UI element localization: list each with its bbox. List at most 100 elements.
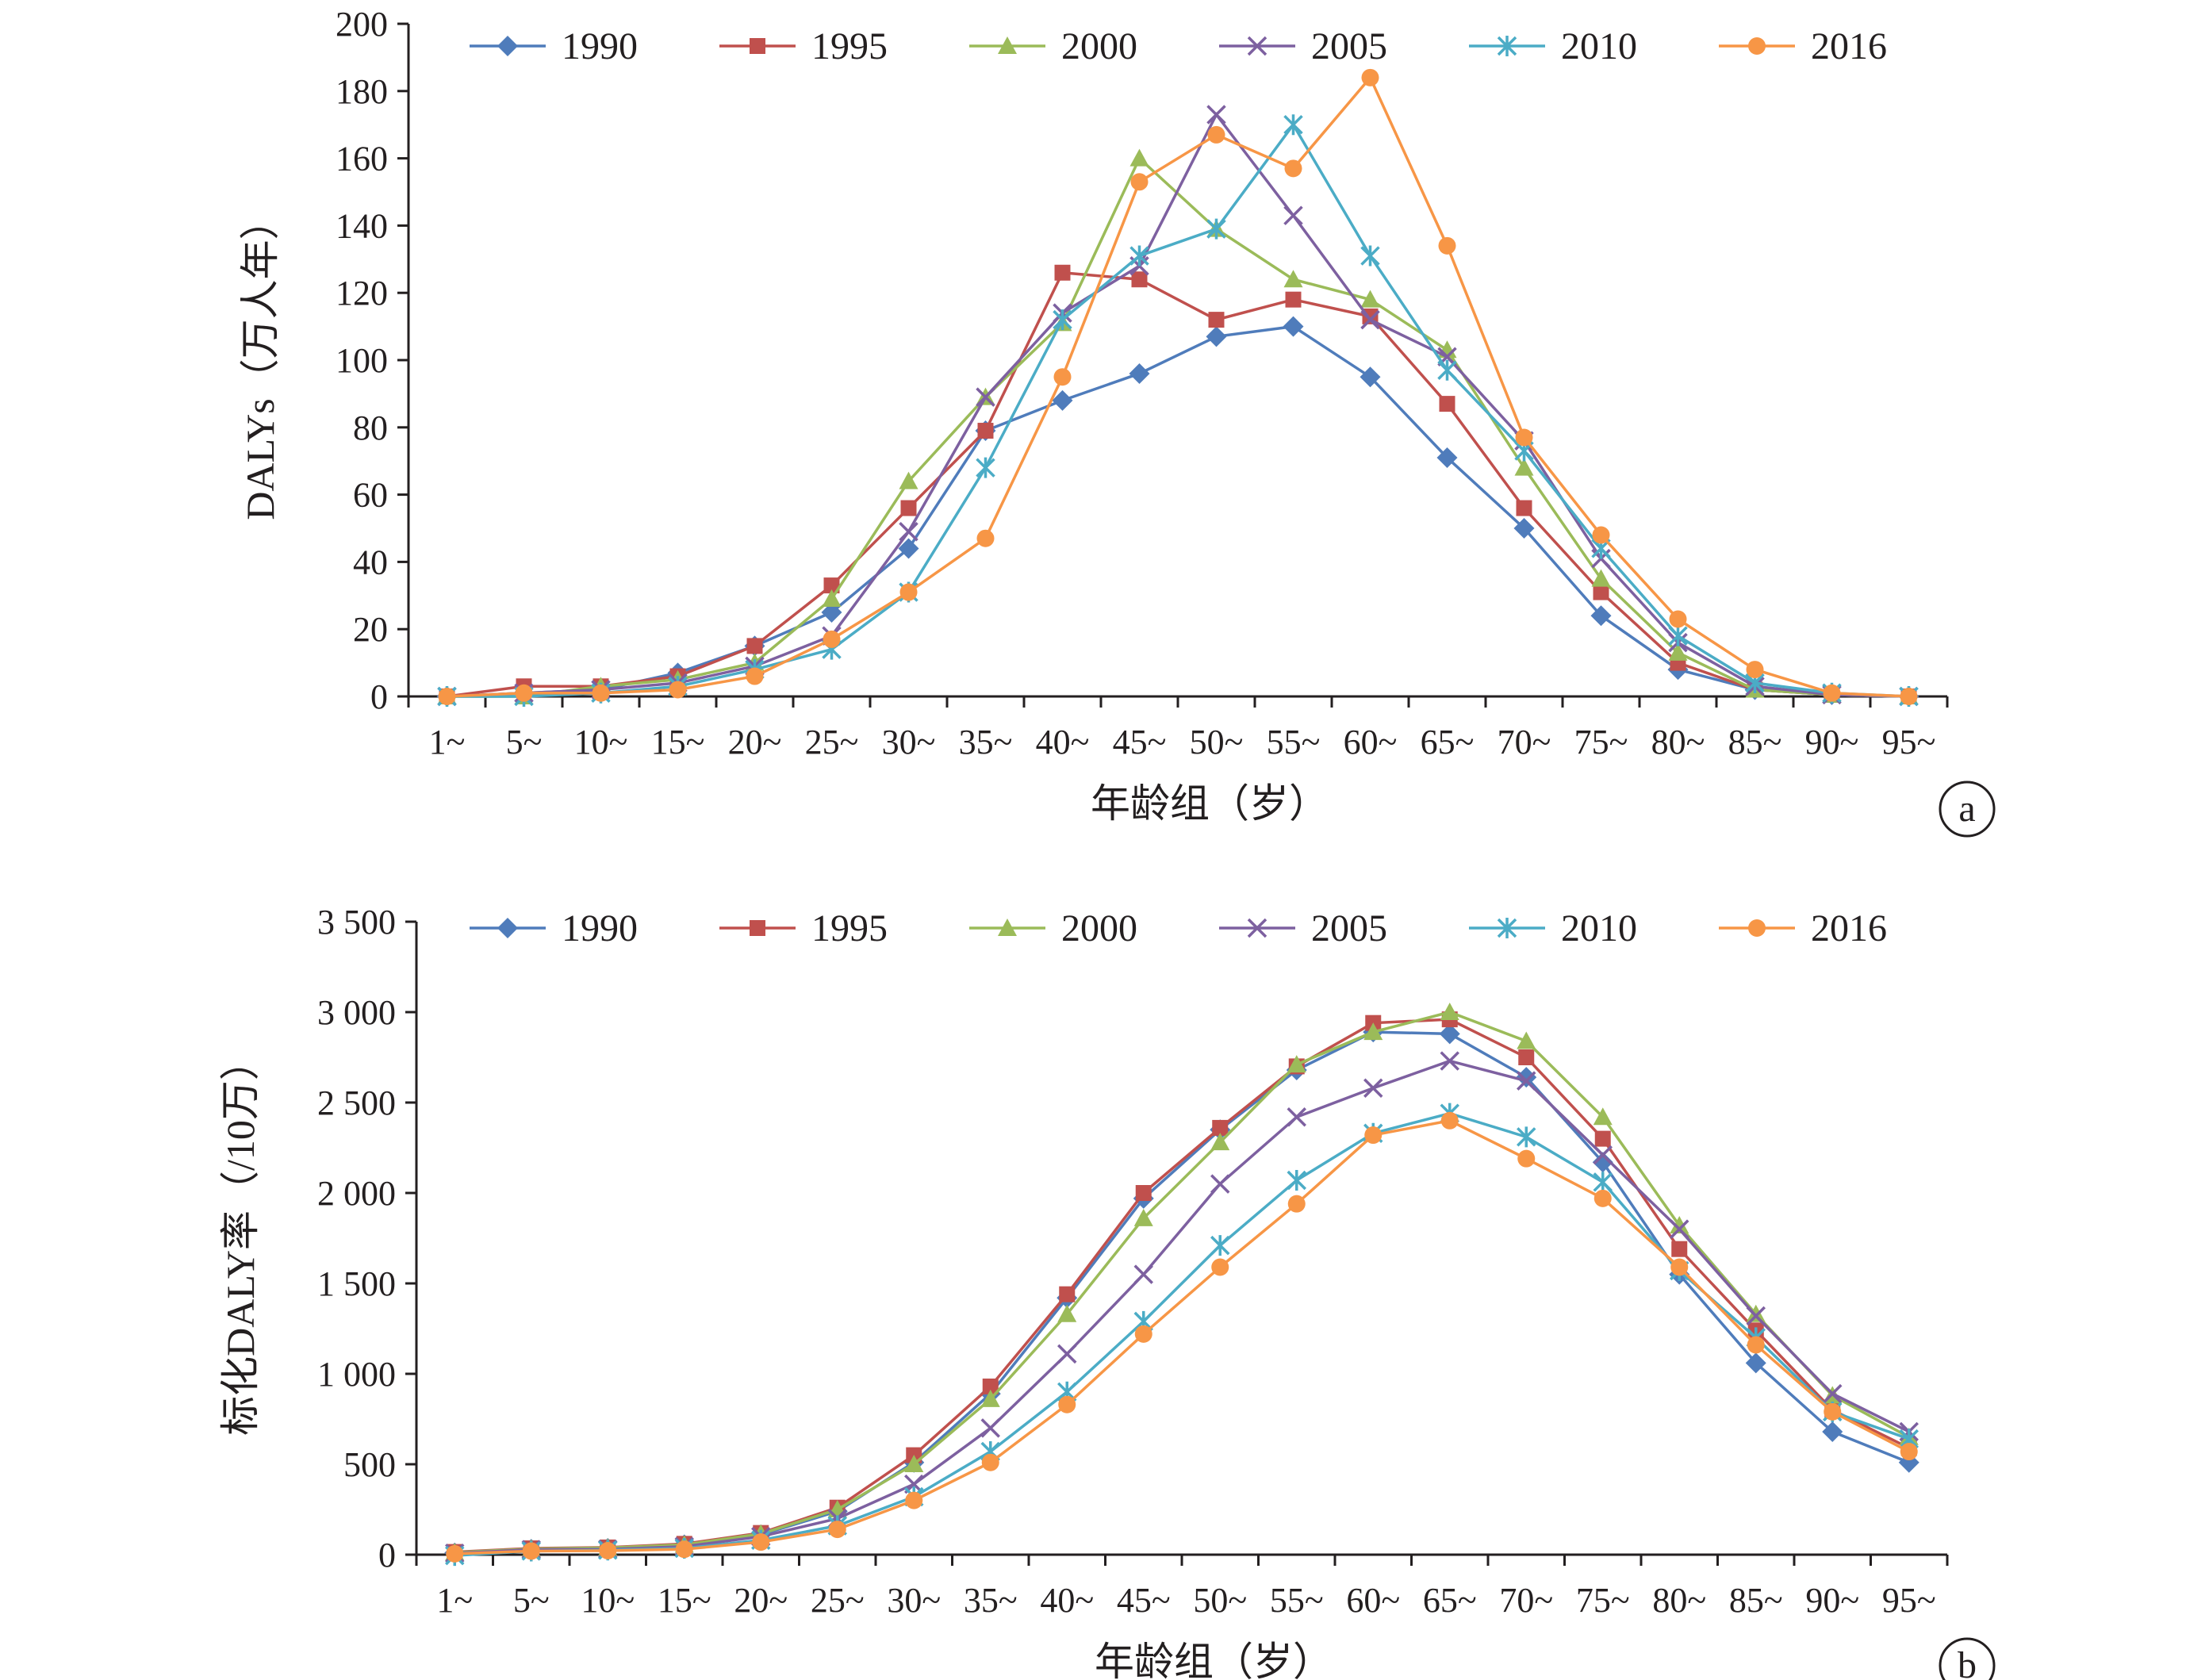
panel-b-point-2000 bbox=[904, 1455, 924, 1472]
panel-b-point-2005 bbox=[980, 1418, 1000, 1438]
panel-a-point-2000 bbox=[1591, 569, 1611, 587]
panel-a-point-2010 bbox=[1053, 309, 1072, 331]
panel-a-x-tick-label: 80~ bbox=[1651, 723, 1705, 761]
panel-b-series-1990 bbox=[444, 1022, 1919, 1563]
panel-a-x-tick-label: 25~ bbox=[805, 723, 859, 761]
panel-b-point-2016 bbox=[1517, 1149, 1536, 1168]
panel-b-series-2016 bbox=[446, 1111, 1918, 1563]
panel-b-y-axis-title: 标化DALY率（/10万） bbox=[218, 1041, 263, 1436]
panel-a-point-2016 bbox=[1515, 428, 1533, 447]
panel-a-x-tick-label: 55~ bbox=[1267, 723, 1321, 761]
panel-b-legend-marker-1995 bbox=[750, 920, 765, 936]
panel-b-point-1995 bbox=[982, 1378, 999, 1394]
panel-a-y-tick-label: 160 bbox=[336, 140, 388, 178]
panel-a-point-2000 bbox=[1514, 458, 1534, 476]
panel-b-point-2000 bbox=[980, 1389, 1000, 1407]
panel-a-x-tick-label: 20~ bbox=[728, 723, 782, 761]
panel-b-point-1995 bbox=[1059, 1286, 1076, 1302]
panel-b-point-2016 bbox=[1364, 1126, 1383, 1145]
panel-a-series-2016 bbox=[438, 68, 1918, 705]
panel-b-point-2016 bbox=[905, 1491, 923, 1509]
panel-a-point-1990 bbox=[1360, 366, 1381, 388]
panel-a-point-2016 bbox=[1361, 68, 1379, 86]
panel-b-point-2016 bbox=[599, 1541, 617, 1559]
panel-b-x-tick-label: 55~ bbox=[1270, 1581, 1324, 1620]
panel-a-y-tick-label: 40 bbox=[353, 543, 388, 581]
panel-a-x-tick-label: 65~ bbox=[1421, 723, 1475, 761]
panel-b-point-1990 bbox=[1822, 1421, 1843, 1442]
panel-a-legend-marker-2005 bbox=[1247, 36, 1267, 56]
panel-b-x-tick-label: 65~ bbox=[1423, 1581, 1477, 1620]
panel-b-line-1990 bbox=[454, 1030, 1910, 1555]
panel-b-point-2005 bbox=[1823, 1383, 1843, 1404]
panel-a-point-1995 bbox=[1131, 271, 1148, 288]
panel-a-point-2016 bbox=[1053, 368, 1072, 386]
panel-b-point-2000 bbox=[1517, 1031, 1536, 1049]
panel-a-x-tick-label: 75~ bbox=[1574, 723, 1628, 761]
panel-a-point-2000 bbox=[1129, 148, 1149, 167]
panel-b-legend-marker-1990 bbox=[497, 918, 518, 938]
panel-b-point-2005 bbox=[1593, 1145, 1613, 1165]
panel-a-point-2005 bbox=[1206, 105, 1226, 125]
panel-a-point-1995 bbox=[1285, 291, 1302, 308]
panel-a-y-tick-label: 20 bbox=[353, 610, 388, 649]
panel-a-letter: a bbox=[1958, 788, 1975, 830]
panel-b-point-2016 bbox=[828, 1521, 846, 1539]
panel-a-point-2016 bbox=[1438, 236, 1456, 255]
panel-a-point-2016 bbox=[976, 529, 995, 547]
panel-b-point-2000 bbox=[1133, 1208, 1153, 1226]
panel-a-point-2000 bbox=[899, 471, 919, 489]
panel-b-point-2016 bbox=[1900, 1443, 1918, 1461]
panel-a-legend-marker-2016 bbox=[1748, 37, 1766, 55]
panel-a-x-tick-label: 70~ bbox=[1498, 723, 1551, 761]
panel-b-point-2016 bbox=[675, 1540, 693, 1559]
panel-b-x-tick-label: 30~ bbox=[887, 1581, 941, 1620]
panel-a-point-2000 bbox=[1283, 270, 1303, 288]
panel-a-series-2000 bbox=[437, 148, 1919, 704]
panel-a-point-1995 bbox=[900, 500, 917, 516]
panel-b-point-1990 bbox=[1516, 1067, 1537, 1088]
panel-a-point-2010 bbox=[1360, 245, 1380, 267]
panel-a-legend-label-2000: 2000 bbox=[1061, 25, 1137, 67]
panel-a-series-2010 bbox=[437, 114, 1919, 707]
panel-b-x-tick-label: 70~ bbox=[1499, 1581, 1553, 1620]
panel-a-y-tick-label: 140 bbox=[336, 206, 388, 245]
panel-a-y-tick-label: 60 bbox=[353, 476, 388, 515]
panel-b-letter-circle bbox=[1939, 1637, 1996, 1680]
panel-a-point-2010 bbox=[1668, 625, 1688, 646]
panel-b-x-axis-title: 年龄组（岁） bbox=[1095, 1640, 1333, 1680]
panel-a-x-tick-label: 95~ bbox=[1882, 723, 1936, 761]
panel-a-line-2016 bbox=[447, 75, 1909, 698]
panel-a-line-1995 bbox=[447, 270, 1909, 698]
panel-a-point-1995 bbox=[1516, 500, 1532, 516]
panel-a-y-tick-label: 200 bbox=[336, 5, 388, 44]
panel-a-point-2016 bbox=[515, 684, 533, 702]
panel-a-legend-marker-1995 bbox=[750, 38, 765, 54]
panel-a-y-tick-label: 180 bbox=[336, 72, 388, 111]
panel-a-point-2010 bbox=[1437, 359, 1457, 381]
panel-b-x-tick-label: 60~ bbox=[1346, 1581, 1400, 1620]
panel-b-legend-label-2016: 2016 bbox=[1811, 907, 1887, 949]
panel-b-line-2000 bbox=[454, 1011, 1910, 1555]
panel-a-series-2005 bbox=[437, 105, 1919, 707]
panel-b-point-2005 bbox=[1210, 1174, 1230, 1194]
panel-a-point-1990 bbox=[1129, 362, 1150, 384]
panel-a-x-tick-label: 85~ bbox=[1728, 723, 1782, 761]
panel-b-x-tick-label: 15~ bbox=[658, 1581, 711, 1620]
panel-b-point-2005 bbox=[1440, 1051, 1459, 1071]
panel-a-point-2010 bbox=[1283, 114, 1303, 136]
panel-b-point-2000 bbox=[1593, 1107, 1613, 1126]
panel-a-chart: 0 20 40 60 80 100 120 140 160 180 200 1~ 5~ 10~ 15~ 20~… bbox=[238, 5, 1996, 838]
panel-b-point-1990 bbox=[1592, 1152, 1613, 1173]
panel-b-legend-marker-2016 bbox=[1748, 919, 1766, 937]
panel-b-x-tick-label: 10~ bbox=[581, 1581, 635, 1620]
panel-a-point-2000 bbox=[1668, 642, 1688, 661]
panel-b-x-tick-label: 75~ bbox=[1576, 1581, 1630, 1620]
panel-a-letter-circle bbox=[1939, 781, 1996, 838]
panel-a-point-2016 bbox=[746, 667, 764, 685]
panel-a-x-tick-label: 90~ bbox=[1805, 723, 1859, 761]
panel-b-point-1990 bbox=[1745, 1352, 1766, 1374]
panel-b-point-2005 bbox=[1746, 1306, 1766, 1326]
panel-a-point-1995 bbox=[1439, 396, 1455, 412]
